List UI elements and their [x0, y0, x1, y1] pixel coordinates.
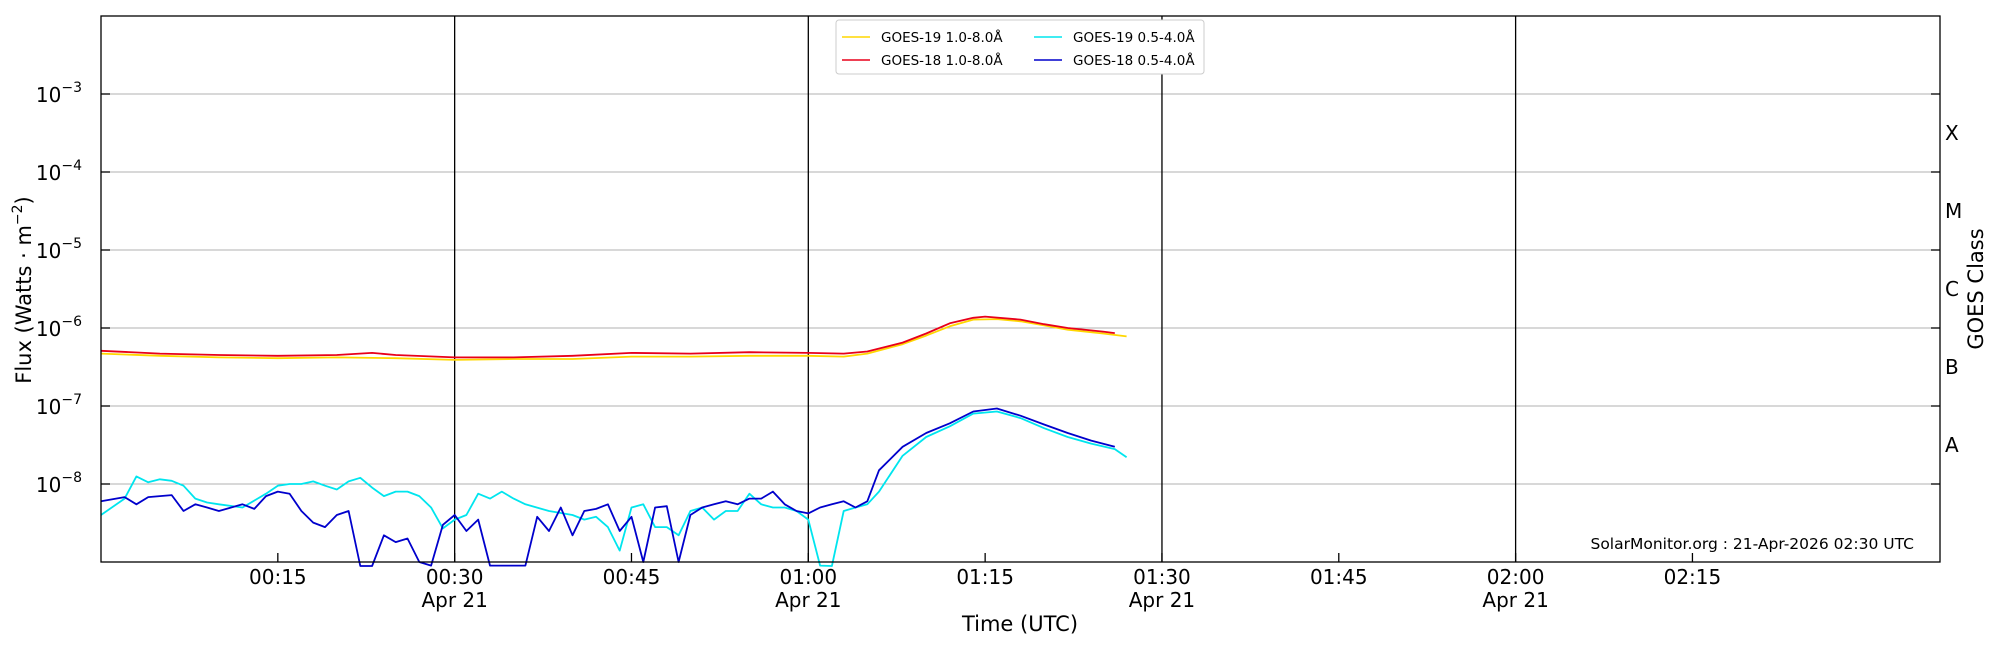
- y-tick-label: 10−6: [36, 314, 82, 341]
- x-tick-label: 01:15: [956, 565, 1014, 589]
- y-tick-label: 10−8: [36, 470, 82, 497]
- grid-lines: [101, 93, 1940, 485]
- x-tick-label: 01:00: [779, 565, 837, 589]
- goes-class-label: B: [1945, 355, 1959, 379]
- x-tick-label: 00:45: [603, 565, 661, 589]
- y-tick-exponent: −3: [61, 80, 82, 96]
- legend-box: [835, 19, 1205, 75]
- goes-class-axis-title: GOES Class: [1964, 228, 1988, 349]
- series-line-0: [100, 318, 1127, 361]
- y-axis-title-sup: −2: [10, 204, 26, 225]
- legend-label-goes19-long: GOES-19 1.0-8.0Å: [881, 29, 1003, 46]
- x-tick-label: 00:30: [426, 565, 484, 589]
- goes-class-label: A: [1945, 433, 1959, 457]
- x-tick-label: 01:45: [1310, 565, 1368, 589]
- goes-class-label: X: [1945, 121, 1959, 145]
- legend-label-goes18-long: GOES-18 1.0-8.0Å: [881, 52, 1003, 69]
- plot-frame: [100, 15, 1941, 563]
- x-tick-label: 02:00: [1487, 565, 1545, 589]
- y-tick-base: 10: [36, 317, 61, 341]
- x-tick-label: 02:15: [1664, 565, 1722, 589]
- y-tick-exponent: −6: [61, 314, 82, 330]
- y-tick-label: 10−7: [36, 392, 82, 419]
- legend-label-goes18-short: GOES-18 0.5-4.0Å: [1073, 52, 1195, 69]
- y-tick-base: 10: [36, 83, 61, 107]
- y-tick-exponent: −8: [61, 470, 82, 486]
- x-tick-date-label: Apr 21: [1482, 588, 1548, 612]
- series-lines: [100, 315, 1128, 567]
- goes-class-label: C: [1945, 277, 1959, 301]
- y-tick-label: 10−3: [36, 80, 82, 107]
- y-axis-title-main: Flux (Watts · m: [12, 225, 36, 384]
- x-axis-title: Time (UTC): [961, 612, 1078, 636]
- legend: GOES-19 1.0-8.0Å GOES-18 1.0-8.0Å GOES-1…: [835, 19, 1205, 75]
- y-axis-title-close: ): [12, 196, 36, 204]
- goes-class-labels: A B C M X: [1945, 121, 1962, 457]
- y-tick-label: 10−5: [36, 236, 82, 263]
- y-tick-base: 10: [36, 239, 61, 263]
- day-divider-lines: [454, 16, 1517, 562]
- x-tick-date-label: Apr 21: [1129, 588, 1195, 612]
- goes-class-label: M: [1945, 199, 1962, 223]
- y-tick-base: 10: [36, 161, 61, 185]
- legend-label-goes19-short: GOES-19 0.5-4.0Å: [1073, 29, 1195, 46]
- y-tick-label: 10−4: [36, 158, 82, 185]
- y-axis-ticks: 10−810−710−610−510−410−3: [36, 80, 1940, 497]
- series-line-3: [100, 407, 1116, 567]
- y-tick-base: 10: [36, 473, 61, 497]
- x-tick-label: 01:30: [1133, 565, 1191, 589]
- credit-text: SolarMonitor.org : 21-Apr-2026 02:30 UTC: [1590, 535, 1914, 553]
- y-tick-exponent: −4: [61, 158, 82, 174]
- series-line-2: [100, 410, 1128, 567]
- x-tick-label: 00:15: [249, 565, 307, 589]
- x-tick-date-label: Apr 21: [421, 588, 487, 612]
- y-tick-exponent: −5: [61, 236, 82, 252]
- y-tick-exponent: −7: [61, 392, 82, 408]
- x-tick-date-label: Apr 21: [775, 588, 841, 612]
- y-axis-title: Flux (Watts · m−2): [10, 196, 36, 384]
- series-line-1: [100, 315, 1115, 359]
- y-tick-base: 10: [36, 395, 61, 419]
